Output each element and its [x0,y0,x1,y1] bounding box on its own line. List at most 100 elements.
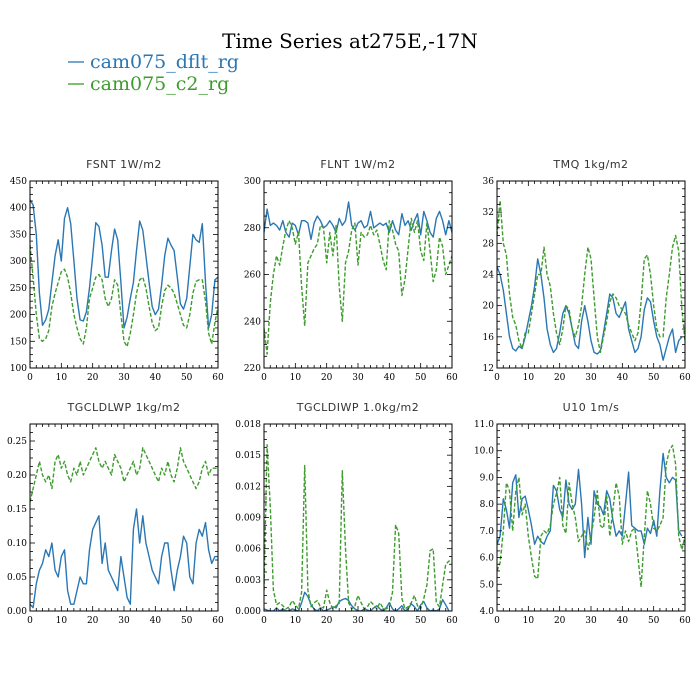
x-tick-label-tgcldlwp: 0 [27,616,33,626]
y-tick-label-fsnt: 250 [10,284,27,294]
y-tick-label-u10: 4.0 [480,607,495,617]
x-tick-label-tgcldiwp: 60 [446,616,458,626]
y-tick-label-tgcldlwp: 0.00 [7,607,27,617]
series-line-flnt-dflt [264,201,452,241]
y-tick-label-fsnt: 350 [10,230,27,240]
x-tick-label-tgcldlwp: 40 [150,616,162,626]
y-tick-label-tgcldlwp: 0.05 [7,573,27,583]
x-tick-label-u10: 60 [679,616,691,626]
series-line-tmq-dflt [497,258,683,361]
y-tick-label-tgcldiwp: 0.000 [235,607,261,617]
y-tick-label-tmq: 12 [483,364,494,374]
panel-tgcldlwp: TGCLDLWP 1kg/m2 0 10 20 30 40 50 60 0.00 0.05 0.10… [7,401,224,626]
x-tick-label-tmq: 0 [494,373,500,383]
x-tick-label-tgcldlwp: 60 [212,616,224,626]
plot-frame-u10 [496,423,686,612]
x-tick-label-u10: 40 [617,616,629,626]
x-tick-label-tgcldiwp: 20 [321,616,333,626]
y-tick-label-tgcldiwp: 0.009 [235,514,261,524]
panel-tgcldiwp: TGCLDIWP 1.0kg/m2 0 10 20 30 40 50 60 0.000 0.003… [235,401,458,626]
y-tick-label-u10: 10.0 [474,447,494,457]
x-tick-label-u10: 20 [554,616,566,626]
x-tick-label-tmq: 50 [648,373,660,383]
y-tick-label-tmq: 32 [483,208,494,218]
y-tick-label-tmq: 20 [483,302,495,312]
series-line-tmq-c2 [497,199,685,354]
y-tick-label-tmq: 36 [483,177,495,187]
x-tick-label-tmq: 10 [523,373,535,383]
x-tick-label-u10: 10 [523,616,535,626]
y-tick-label-flnt: 220 [244,364,261,374]
x-tick-label-u10: 0 [494,616,500,626]
series-line-tgcldiwp-dflt [264,591,450,611]
y-tick-label-tgcldlwp: 0.20 [7,471,27,481]
legend-label-c2: cam075_c2_rg [90,73,229,95]
y-tick-label-tgcldlwp: 0.25 [7,437,27,447]
panel-title-tmq: TMQ 1kg/m2 [552,158,628,171]
y-tick-label-flnt: 300 [244,177,261,187]
series-line-tgcldlwp-dflt [30,508,218,609]
series-line-u10-dflt [497,452,683,559]
panel-title-fsnt: FSNT 1W/m2 [86,158,162,171]
y-tick-label-tgcldiwp: 0.006 [235,545,261,555]
panel-title-tgcldlwp: TGCLDLWP 1kg/m2 [67,401,181,414]
x-tick-label-flnt: 10 [290,373,302,383]
x-tick-label-fsnt: 20 [87,373,99,383]
x-tick-label-flnt: 20 [321,373,333,383]
x-tick-label-tgcldlwp: 50 [181,616,193,626]
figure-title: Time Series at275E,-17N [222,29,478,53]
x-tick-label-fsnt: 50 [181,373,193,383]
x-tick-label-flnt: 30 [352,373,364,383]
y-tick-label-fsnt: 300 [10,257,27,267]
series-line-tgcldlwp-c2 [30,447,218,503]
x-tick-label-fsnt: 0 [27,373,33,383]
x-tick-label-tmq: 20 [554,373,566,383]
y-tick-label-u10: 7.0 [480,527,495,537]
series-line-fsnt-c2 [30,245,218,348]
y-tick-label-u10: 6.0 [480,554,495,564]
x-tick-label-flnt: 0 [261,373,267,383]
x-tick-label-tmq: 30 [585,373,597,383]
x-tick-label-tgcldlwp: 30 [118,616,130,626]
x-tick-label-fsnt: 60 [212,373,224,383]
y-tick-label-fsnt: 150 [10,337,27,347]
x-tick-label-tgcldiwp: 40 [384,616,396,626]
y-tick-label-fsnt: 400 [10,204,27,214]
y-tick-label-tgcldlwp: 0.10 [7,539,27,549]
plot-frame-tgcldiwp [263,423,453,612]
panel-tmq: TMQ 1kg/m2 0 10 20 30 40 50 60 12 16 20 24 28 32 36 [483,158,691,383]
panel-title-flnt: FLNT 1W/m2 [320,158,395,171]
x-tick-label-tmq: 40 [617,373,629,383]
series-line-flnt-c2 [264,217,452,355]
x-tick-label-tgcldlwp: 10 [56,616,68,626]
y-tick-label-tgcldlwp: 0.15 [7,505,27,515]
x-tick-label-u10: 30 [585,616,597,626]
y-tick-label-flnt: 280 [244,224,261,234]
series-line-u10-c2 [497,444,685,588]
y-tick-label-tmq: 24 [483,271,495,281]
x-tick-label-flnt: 60 [446,373,458,383]
legend: cam075_dflt_rg cam075_c2_rg [68,51,239,95]
y-tick-label-tgcldiwp: 0.015 [235,451,261,461]
x-tick-label-tgcldiwp: 10 [290,616,302,626]
plot-frame-flnt [263,180,453,369]
y-tick-label-fsnt: 200 [10,311,27,321]
y-tick-label-tmq: 28 [483,239,495,249]
y-tick-label-tmq: 16 [483,333,495,343]
x-tick-label-fsnt: 30 [118,373,130,383]
x-tick-label-tgcldlwp: 20 [87,616,99,626]
y-tick-label-tgcldiwp: 0.003 [235,576,261,586]
y-tick-label-fsnt: 100 [10,364,27,374]
x-tick-label-fsnt: 40 [150,373,162,383]
x-tick-label-tgcldiwp: 30 [352,616,364,626]
y-tick-label-flnt: 260 [244,271,261,281]
y-tick-label-u10: 8.0 [480,500,495,510]
y-tick-label-flnt: 240 [244,317,261,327]
x-tick-label-flnt: 40 [384,373,396,383]
series-line-tgcldiwp-c2 [264,444,452,610]
x-tick-label-tmq: 60 [679,373,691,383]
y-tick-label-u10: 5.0 [480,580,495,590]
panel-flnt: FLNT 1W/m2 0 10 20 30 40 50 60 220 240 260 280 300 [244,158,458,383]
plot-frame-tgcldlwp [29,423,219,612]
